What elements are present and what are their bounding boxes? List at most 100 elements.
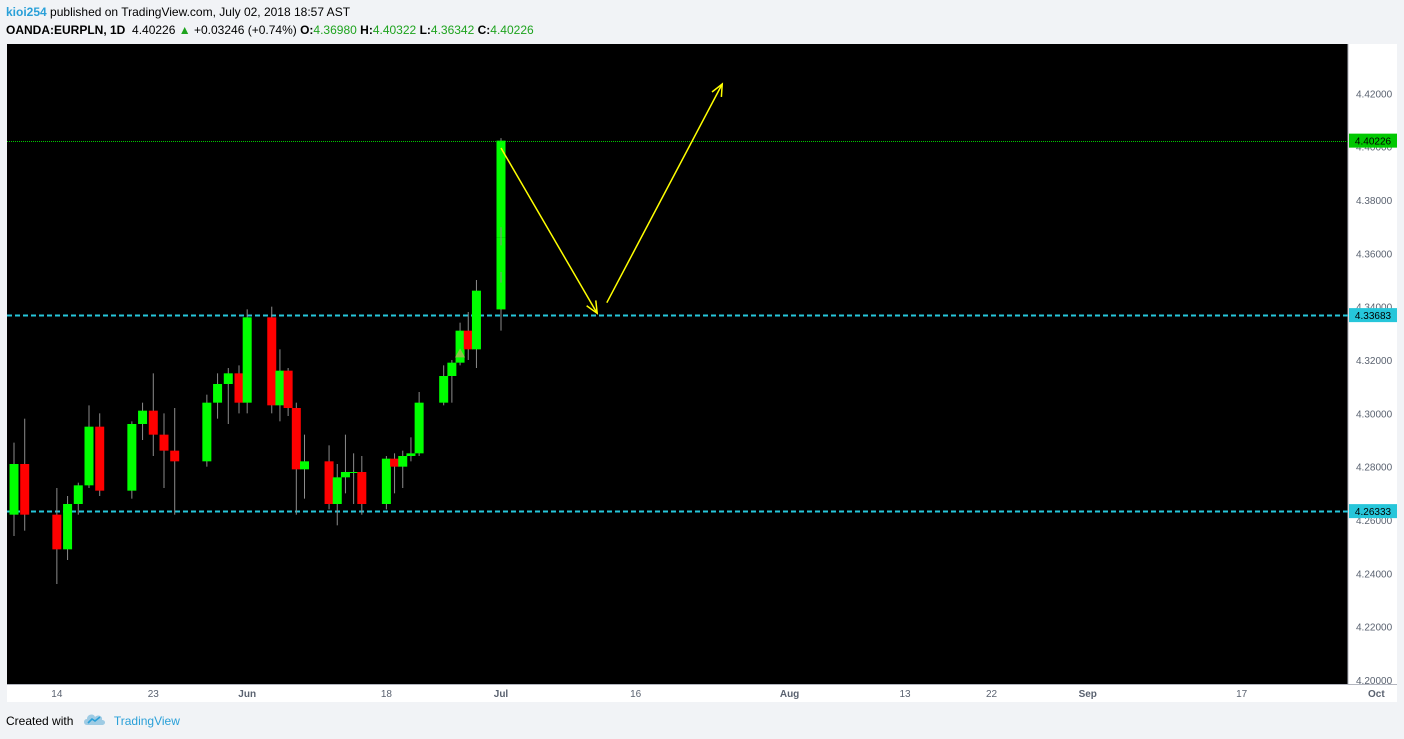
candle-body-down (170, 450, 180, 462)
price-tick-label: 4.42000 (1356, 89, 1393, 100)
time-axis[interactable] (7, 684, 1397, 702)
price-badge-label: 4.33683 (1355, 311, 1392, 322)
quote-line: OANDA:EURPLN, 1D 4.40226 ▲ +0.03246 (+0.… (6, 21, 1396, 39)
trend-arrow (500, 147, 599, 315)
candle (213, 373, 223, 419)
candle-body-up (202, 402, 212, 462)
candle-body-up (127, 424, 137, 491)
candle (398, 450, 408, 488)
candle (170, 408, 180, 515)
time-tick-label: Aug (780, 689, 799, 700)
candle (447, 360, 457, 403)
close-value: 4.40226 (490, 23, 534, 37)
candle (471, 280, 481, 368)
time-tick-label: Oct (1368, 689, 1385, 700)
price-tick-label: 4.40000 (1356, 143, 1393, 154)
candle-body-down (463, 330, 473, 350)
candle (300, 434, 309, 499)
price-badge-label: 4.40226 (1355, 137, 1392, 148)
time-tick-label: 23 (148, 689, 160, 700)
price-tick-label: 4.32000 (1356, 356, 1393, 367)
candle-body-up (84, 426, 94, 486)
candle-body-down (52, 514, 62, 550)
arrow-head (711, 82, 724, 98)
candle (148, 373, 158, 456)
candle (159, 413, 169, 488)
up-triangle-icon: ▲ (178, 23, 191, 37)
high-label: H: (360, 23, 373, 37)
candle (414, 392, 424, 456)
candlestick-chart[interactable]: 4.420004.400004.380004.360004.340004.320… (7, 44, 1397, 702)
candle (95, 413, 105, 496)
candle (138, 402, 148, 440)
candle-body-up (447, 362, 457, 376)
candle-body-up (242, 317, 252, 403)
price-tick-label: 4.36000 (1356, 249, 1393, 260)
price-badge: 4.40226 (1349, 133, 1397, 148)
candle (496, 138, 506, 245)
arrow-shaft (606, 83, 723, 304)
candle-body-down (159, 434, 169, 451)
candle (439, 365, 449, 406)
publish-line: kioi254 published on TradingView.com, Ju… (6, 3, 1396, 21)
candle-body-down (267, 317, 277, 406)
candle-body-down (390, 458, 400, 467)
high-value: 4.40322 (372, 23, 417, 37)
price-tick-label: 4.20000 (1356, 676, 1393, 687)
tradingview-cloud-icon[interactable] (83, 712, 107, 732)
candle-body-down (234, 373, 244, 403)
low-label: L: (419, 23, 431, 37)
price-tick-label: 4.24000 (1356, 569, 1393, 580)
candle (349, 453, 359, 504)
author-link[interactable]: kioi254 (6, 5, 47, 19)
price-badge-bg (1349, 133, 1397, 148)
price-tick-label: 4.38000 (1356, 196, 1393, 207)
price-badge-bg (1349, 308, 1397, 323)
price-badge-bg (1349, 504, 1397, 519)
candle-body-up (381, 458, 391, 504)
candle (324, 445, 334, 510)
candle-body-up (213, 384, 223, 403)
candle-body-down (291, 408, 301, 470)
candle-body-up (340, 472, 350, 478)
candle-body-up (223, 373, 233, 384)
price-badge-label: 4.26333 (1355, 507, 1392, 518)
candle (275, 349, 285, 422)
candle-body-up (414, 402, 424, 454)
candle-body-down (357, 472, 367, 504)
candle-body-up (455, 330, 465, 363)
candle (390, 453, 400, 494)
candle-body-up (496, 140, 506, 228)
candle-body-up (406, 453, 416, 456)
arrow-head (586, 300, 599, 315)
candle (291, 402, 301, 515)
last-price: 4.40226 (132, 23, 176, 37)
price-tick-label: 4.28000 (1356, 463, 1393, 474)
price-badges: 4.40226 4.33683 4.26333 (1349, 133, 1397, 519)
candle (9, 442, 19, 536)
price-tick-labels: 4.420004.400004.380004.360004.340004.320… (1356, 89, 1393, 687)
time-tick-label: Sep (1079, 689, 1097, 700)
price-tick-label: 4.30000 (1356, 409, 1393, 420)
symbol-label: OANDA:EURPLN, 1D (6, 23, 126, 37)
candle (84, 405, 94, 488)
price-axis[interactable] (1348, 44, 1397, 684)
open-label: O: (300, 23, 314, 37)
tradingview-link[interactable]: TradingView (113, 714, 180, 728)
price-tick-label: 4.26000 (1356, 516, 1393, 527)
chart-header: kioi254 published on TradingView.com, Ju… (6, 3, 1396, 39)
close-label: C: (477, 23, 491, 37)
candle-body-up (300, 461, 309, 470)
candle-body-up (73, 485, 83, 504)
price-badge: 4.33683 (1349, 308, 1397, 323)
time-tick-label: Jul (494, 689, 509, 700)
candle (332, 464, 342, 526)
candle (381, 456, 391, 510)
time-tick-label: 22 (986, 689, 998, 700)
candle (406, 437, 416, 462)
time-tick-label: 16 (630, 689, 642, 700)
candle-body-up (9, 464, 19, 515)
candle-body-up (332, 477, 342, 504)
candle-body-down (324, 461, 334, 504)
horizontal-lines (7, 141, 1348, 513)
